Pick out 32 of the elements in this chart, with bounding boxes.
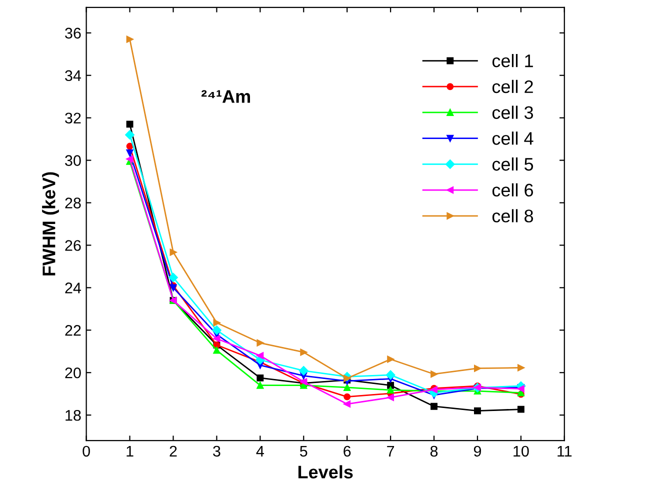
x-tick-label: 7 — [387, 446, 394, 456]
x-tick-label: 2 — [170, 446, 177, 456]
y-tick-label: 34 — [65, 70, 82, 82]
x-tick-label: 8 — [430, 446, 438, 457]
y-tick-label: 28 — [65, 198, 81, 208]
legend-label: cell 1 — [492, 54, 533, 68]
legend-label: cell 3 — [492, 106, 534, 119]
x-axis-title: Levels — [298, 465, 353, 478]
legend-label: cell 5 — [492, 157, 534, 171]
y-tick-label: 32 — [65, 112, 81, 124]
x-tick-label: 3 — [213, 446, 220, 457]
y-tick-label: 20 — [65, 367, 81, 378]
x-tick-label: 6 — [344, 446, 351, 457]
x-tick-label: 0 — [82, 446, 90, 457]
x-tick-label: 5 — [300, 446, 308, 457]
y-tick-label: 18 — [66, 410, 81, 421]
y-tick-label: 26 — [65, 240, 81, 251]
y-tick-label: 30 — [65, 155, 81, 166]
y-tick-label: 36 — [65, 28, 81, 39]
legend-label: cell 6 — [492, 183, 534, 197]
legend-label: cell 8 — [492, 209, 534, 222]
y-tick-label: 22 — [65, 325, 81, 336]
y-axis-title: FWHM (keV) — [42, 172, 59, 276]
x-tick-label: 9 — [474, 446, 481, 457]
x-tick-label: 11 — [558, 446, 572, 456]
annotation: ²⁴¹Am — [202, 90, 250, 103]
x-tick-label: 4 — [256, 446, 264, 456]
x-tick-label: 1 — [126, 446, 134, 456]
x-tick-label: 10 — [514, 446, 529, 457]
y-tick-label: 24 — [65, 282, 82, 294]
legend-label: cell 2 — [492, 80, 533, 94]
legend-label: cell 4 — [492, 132, 534, 145]
